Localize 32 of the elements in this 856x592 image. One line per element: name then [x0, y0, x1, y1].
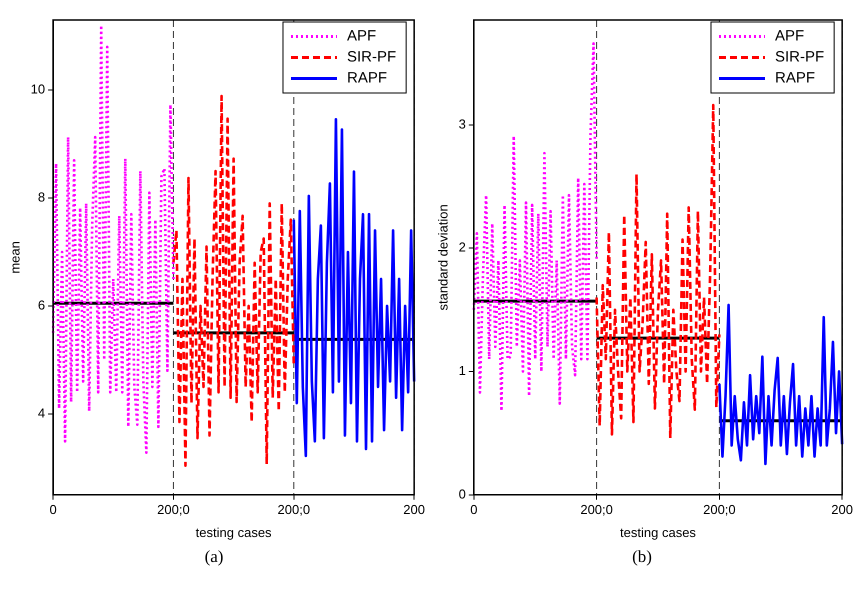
x-tick-label: 200;0 [278, 502, 310, 518]
y-axis-title: mean [7, 241, 22, 274]
x-tick-label: 200 [831, 502, 854, 518]
x-tick-label: 0 [470, 502, 478, 518]
legend-label: APF [774, 28, 804, 45]
y-tick-label: 2 [458, 240, 466, 255]
legend-label: SIR-PF [774, 48, 824, 66]
y-tick-label: 0 [458, 486, 466, 502]
x-tick-label: 200;0 [157, 502, 190, 518]
y-tick-label: 6 [38, 298, 46, 313]
y-axis-title: standard deviation [435, 204, 450, 311]
y-tick-label: 3 [458, 116, 466, 132]
x-tick-label: 200;0 [580, 502, 613, 518]
y-tick-label: 1 [458, 363, 466, 378]
x-tick-label: 0 [49, 502, 57, 518]
line-series [472, 42, 598, 412]
x-axis-title: testing cases [196, 524, 272, 540]
legend-label: RAPF [774, 70, 816, 87]
x-tick-label: 200 [403, 502, 426, 518]
x-tick-label: 200;0 [703, 502, 736, 518]
line-series [52, 24, 175, 454]
text: (b) [631, 547, 653, 567]
y-tick-label: 10 [30, 82, 46, 97]
line-series [595, 104, 721, 440]
line-series [172, 94, 296, 467]
legend-label: APF [346, 28, 376, 45]
legend-label: SIR-PF [346, 48, 396, 66]
x-axis-title: testing cases [620, 524, 696, 540]
legend-label: RAPF [346, 70, 388, 87]
y-tick-label: 4 [38, 405, 46, 420]
text: (a) [204, 547, 224, 567]
y-tick-label: 8 [38, 190, 46, 205]
